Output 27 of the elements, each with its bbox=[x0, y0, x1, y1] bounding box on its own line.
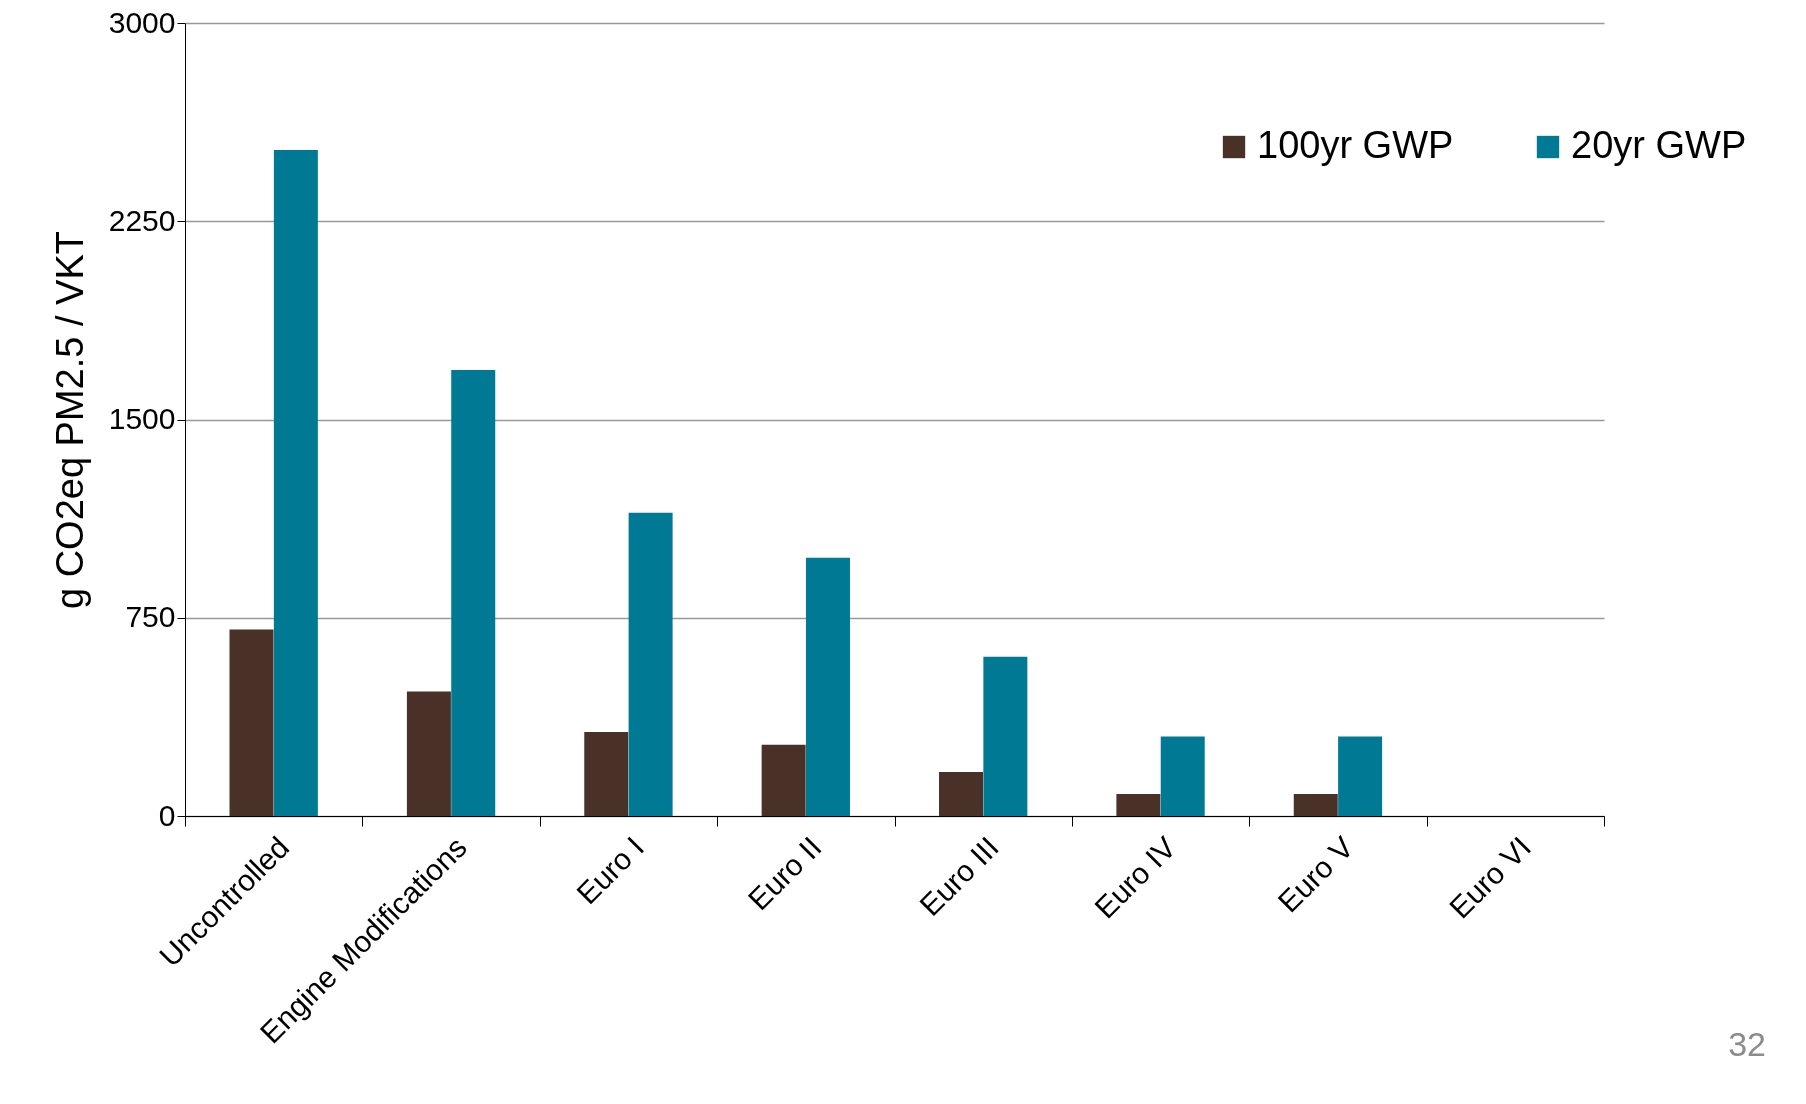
x-tick-label: Euro I bbox=[570, 830, 651, 911]
x-tick-label: Euro IV bbox=[1088, 830, 1183, 925]
bar bbox=[1293, 794, 1338, 816]
bar bbox=[1116, 794, 1161, 816]
bar bbox=[805, 557, 850, 816]
bar bbox=[628, 512, 673, 816]
legend-label: 20yr GWP bbox=[1571, 124, 1747, 166]
x-tick-label: Euro II bbox=[741, 830, 828, 917]
y-tick-label: 2250 bbox=[108, 203, 176, 237]
x-tick-label: Euro III bbox=[913, 830, 1005, 923]
bar bbox=[451, 370, 496, 816]
y-tick-label: 3000 bbox=[108, 5, 176, 39]
bar bbox=[983, 656, 1028, 816]
bar bbox=[1160, 736, 1205, 816]
bar bbox=[229, 629, 274, 816]
bar bbox=[1338, 736, 1383, 816]
y-tick-label: 1500 bbox=[108, 402, 176, 435]
bar bbox=[761, 744, 806, 816]
bar bbox=[939, 772, 984, 816]
y-tick-label: 750 bbox=[125, 600, 176, 634]
y-axis-title: g CO2eq PM2.5 / VKT bbox=[48, 230, 91, 610]
bar bbox=[584, 731, 629, 816]
text: 32 bbox=[1728, 1025, 1766, 1064]
legend-label: 100yr GWP bbox=[1257, 124, 1454, 166]
bar bbox=[273, 149, 318, 816]
bar bbox=[406, 691, 451, 816]
y-tick-label: 0 bbox=[158, 798, 176, 832]
